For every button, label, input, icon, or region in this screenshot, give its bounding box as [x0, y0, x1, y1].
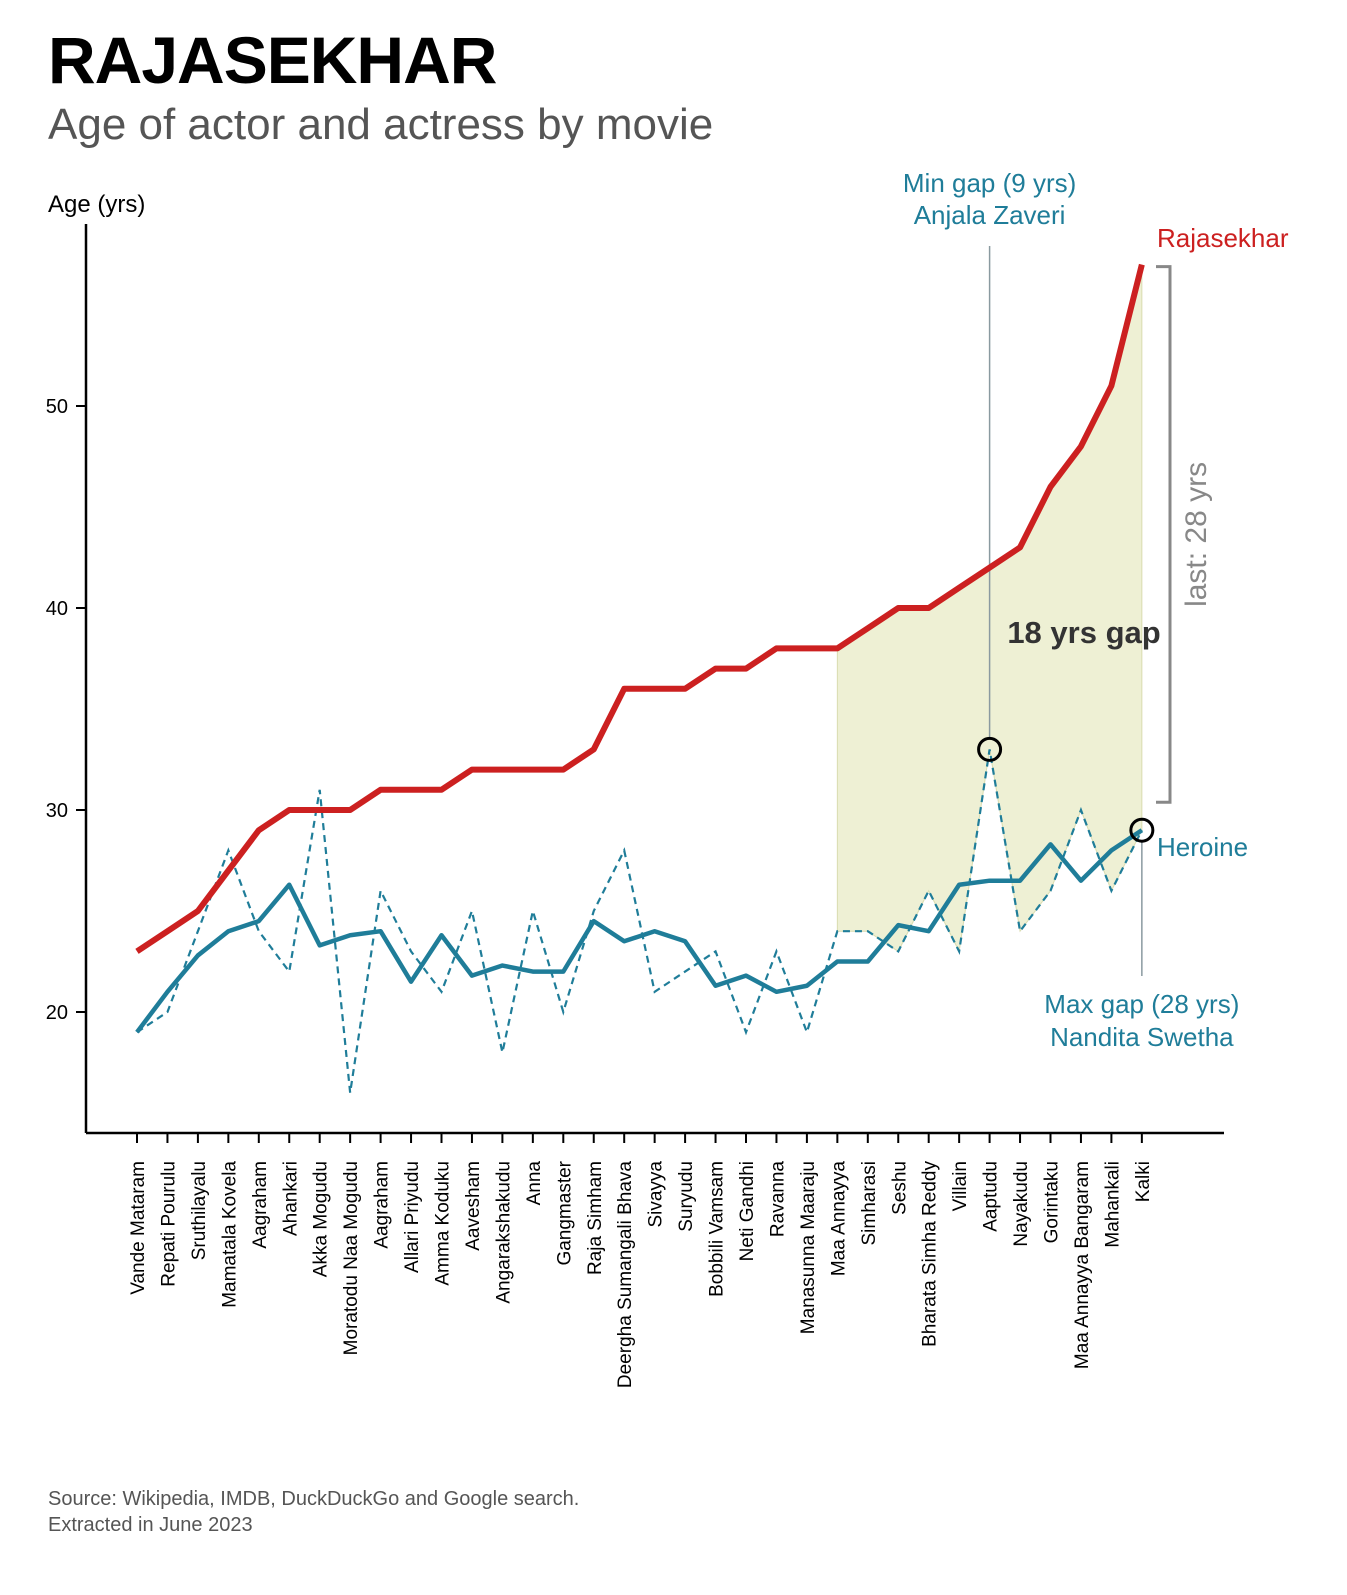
x-tick-label-25: Seshu — [889, 1161, 910, 1215]
min-gap-label-line1: Min gap (9 yrs) — [903, 168, 1076, 198]
x-tick-label-6: Akka Mogudu — [311, 1161, 332, 1277]
x-tick-label-1: Repati Pourulu — [158, 1161, 179, 1287]
x-tick-label-15: Raja Simham — [585, 1161, 606, 1275]
source-line-1: Source: Wikipedia, IMDB, DuckDuckGo and … — [48, 1488, 580, 1510]
x-tick-label-29: Nayakudu — [1011, 1161, 1032, 1247]
x-tick-label-7: Moratodu Naa Mogudu — [341, 1161, 362, 1355]
x-tick-label-18: Suryudu — [676, 1161, 697, 1232]
x-tick-label-2: Sruthilayalu — [189, 1161, 210, 1260]
last-gap-label: last: 28 yrs — [1180, 462, 1213, 607]
max-gap-marker — [1129, 817, 1155, 843]
x-tick-label-28: Aaptudu — [981, 1161, 1002, 1232]
x-tick-label-27: Villain — [950, 1161, 971, 1211]
y-tick-label-50: 50 — [46, 396, 68, 418]
x-tick-label-21: Ravanna — [767, 1161, 788, 1237]
x-tick-label-20: Neti Gandhi — [737, 1161, 758, 1261]
y-tick-label-30: 30 — [46, 800, 68, 822]
x-tick-label-17: Sivayya — [646, 1161, 667, 1228]
x-tick-label-33: Kalki — [1133, 1161, 1154, 1202]
x-tick-label-0: Vande Mataram — [128, 1161, 149, 1295]
x-tick-label-22: Manasunna Maaraju — [798, 1161, 819, 1334]
x-tick-label-23: Maa Annayya — [828, 1161, 849, 1277]
x-tick-label-5: Ahankari — [280, 1161, 301, 1236]
x-tick-label-26: Bharata Simha Reddy — [920, 1161, 941, 1347]
x-tick-label-10: Amma Koduku — [433, 1161, 454, 1286]
y-tick-label-40: 40 — [46, 598, 68, 620]
x-tick-label-32: Mahankali — [1102, 1161, 1123, 1248]
heroine-age-dashed-line — [136, 749, 1143, 1093]
gap-label: 18 yrs gap — [1007, 615, 1160, 650]
last-gap-bracket — [1156, 265, 1172, 804]
x-tick-label-8: Aagraham — [372, 1161, 393, 1249]
chart-subtitle: Age of actor and actress by movie — [48, 100, 714, 149]
rajasekhar-series-label: Rajasekhar — [1157, 223, 1289, 253]
min-gap-marker — [977, 736, 1003, 762]
x-tick-label-3: Mamatala Kovela — [219, 1161, 240, 1308]
x-tick-label-14: Gangmaster — [554, 1160, 575, 1265]
y-axis-title: Age (yrs) — [48, 191, 145, 218]
x-tick-label-12: Angarakshakudu — [493, 1161, 514, 1304]
chart-title: RAJASEKHAR — [48, 23, 497, 97]
x-tick-label-16: Deergha Sumangali Bhava — [615, 1161, 636, 1389]
y-tick-label-20: 20 — [46, 1002, 68, 1024]
source-note: Source: Wikipedia, IMDB, DuckDuckGo and … — [48, 1486, 579, 1538]
max-gap-label-line1: Max gap (28 yrs) — [1044, 989, 1239, 1019]
min-gap-label-line2: Anjala Zaveri — [914, 200, 1066, 230]
x-tick-label-24: Simharasi — [859, 1161, 880, 1245]
rajasekhar-age-line — [135, 263, 1145, 954]
age-line-chart: 20 30 40 50 Age (yrs) Vande Mataram Repati Pou… — [46, 168, 1289, 1389]
x-tick-label-30: Gorintaku — [1042, 1161, 1063, 1243]
heroine-series-label: Heroine — [1157, 832, 1248, 862]
x-tick-label-9: Allari Priyudu — [402, 1161, 423, 1273]
heroine-average-line — [135, 828, 1144, 1034]
x-tick-label-11: Aavesham — [463, 1161, 484, 1251]
x-tick-label-19: Bobbili Vamsam — [707, 1161, 728, 1297]
source-line-2: Extracted in June 2023 — [48, 1514, 253, 1536]
x-tick-label-13: Anna — [524, 1161, 545, 1206]
x-tick-label-4: Aagraham — [250, 1161, 271, 1249]
max-gap-label-line2: Nandita Swetha — [1050, 1022, 1234, 1052]
x-tick-label-31: Maa Annayya Bangaram — [1072, 1161, 1093, 1369]
